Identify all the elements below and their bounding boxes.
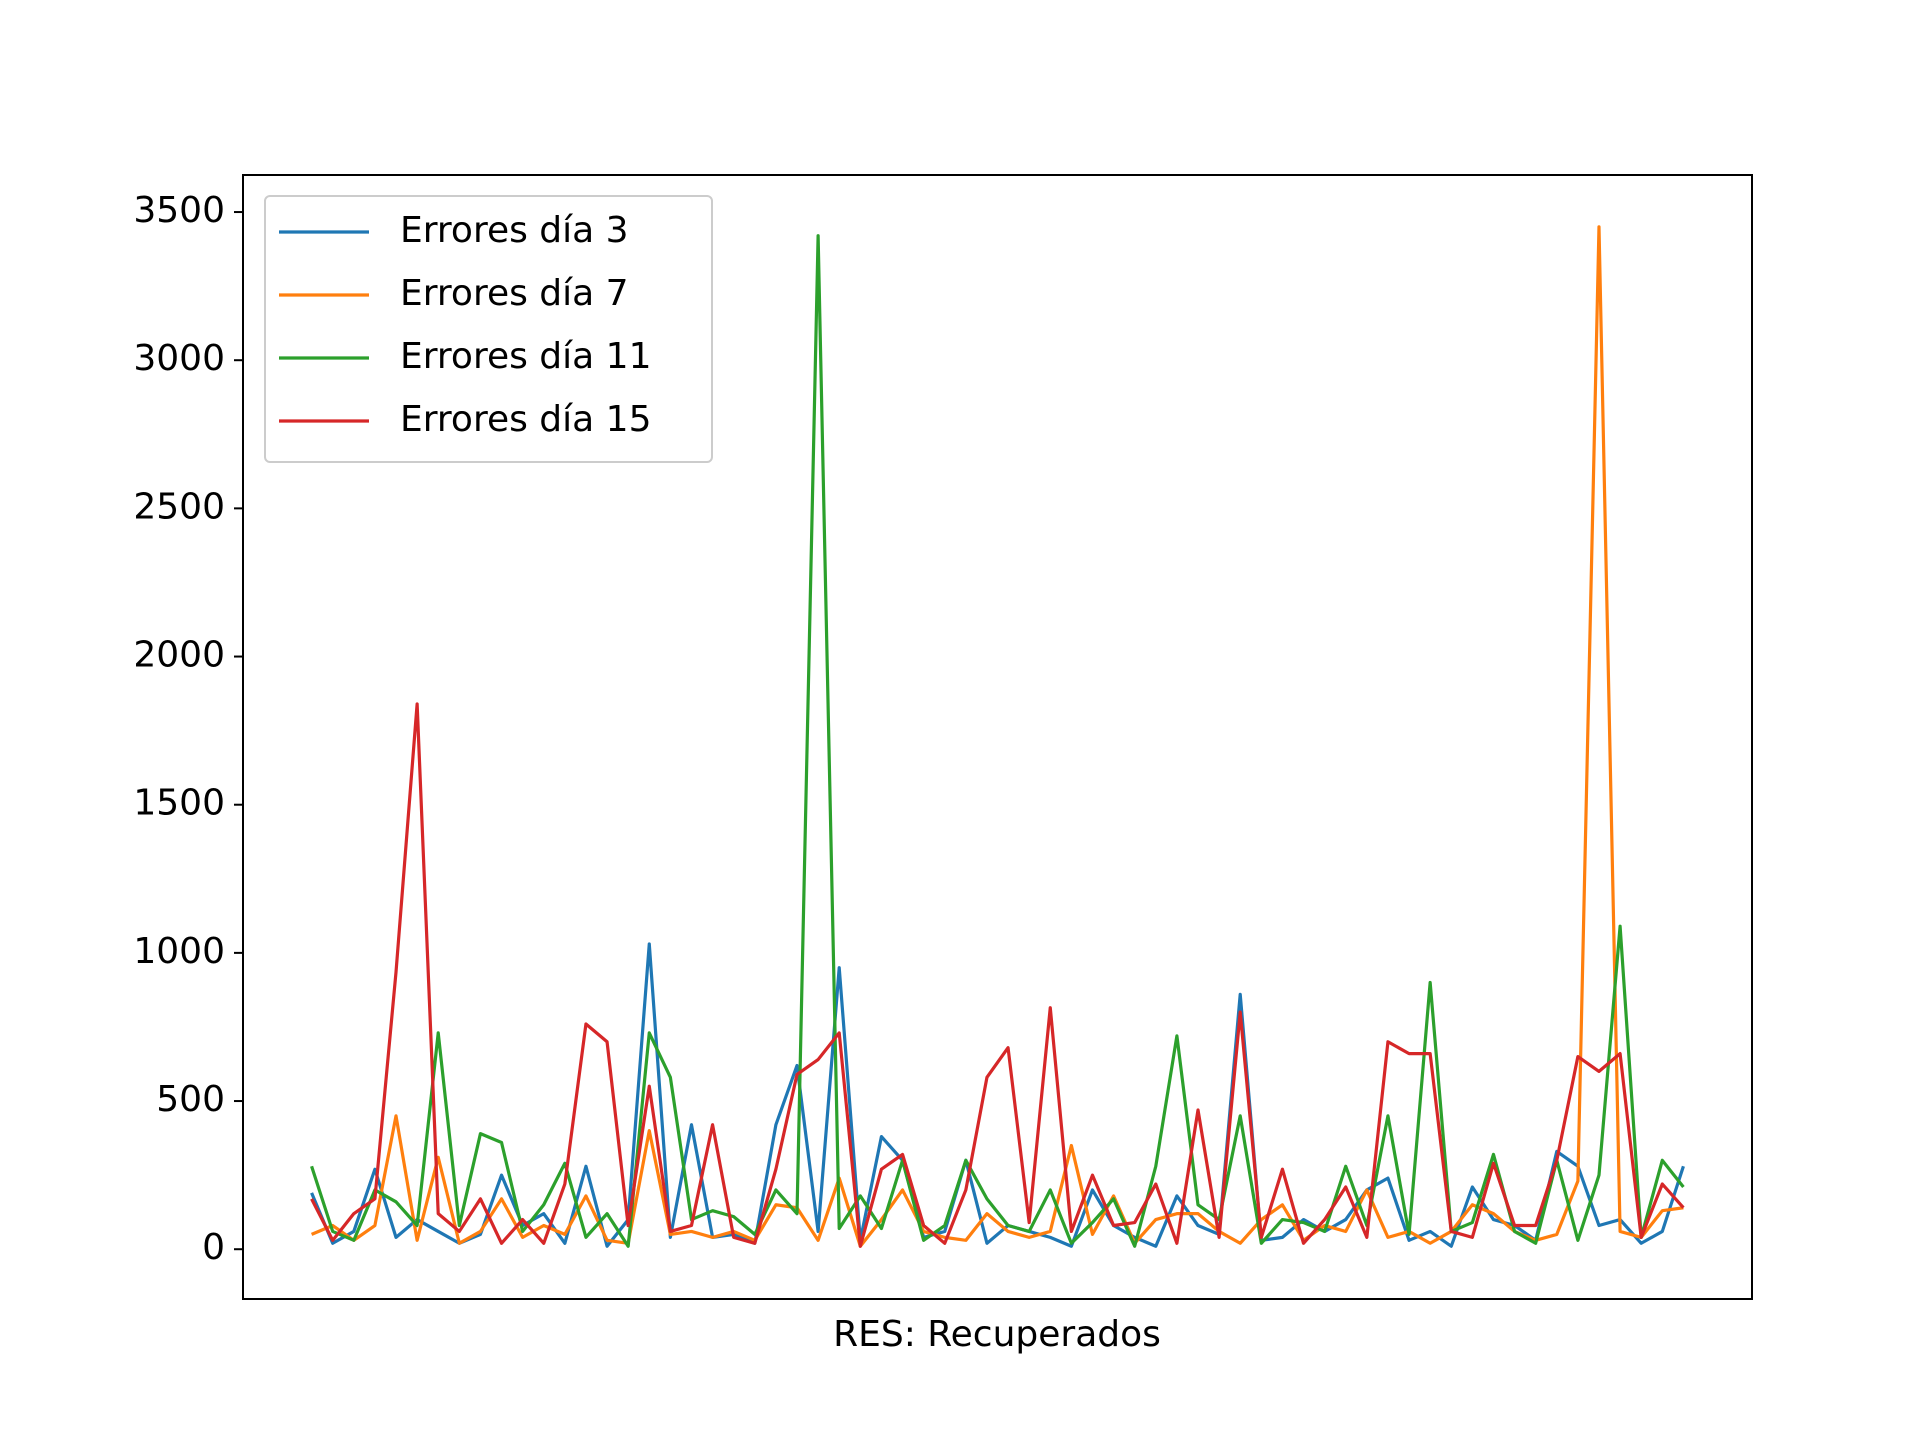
legend-label: Errores día 7 [400, 273, 629, 314]
y-tick-label: 2000 [133, 635, 225, 676]
y-tick-label: 3000 [133, 338, 225, 379]
y-tick-label: 500 [156, 1079, 225, 1120]
y-tick-label: 1000 [133, 931, 225, 972]
legend-label: Errores día 11 [400, 336, 651, 377]
plot-frame [242, 174, 1753, 1300]
data-line [310, 234, 1685, 1248]
data-line [310, 702, 1685, 1248]
data-line [310, 225, 1684, 1248]
y-tick-label: 1500 [133, 783, 225, 824]
legend-box [264, 195, 713, 463]
y-tick-label: 3500 [133, 190, 225, 231]
legend-label: Errores día 15 [400, 399, 651, 440]
y-tick-label: 0 [202, 1227, 225, 1268]
data-line [310, 942, 1685, 1248]
legend-label: Errores día 3 [400, 210, 629, 251]
x-axis-label: RES: Recuperados [833, 1314, 1161, 1355]
y-tick-label: 2500 [133, 486, 225, 527]
